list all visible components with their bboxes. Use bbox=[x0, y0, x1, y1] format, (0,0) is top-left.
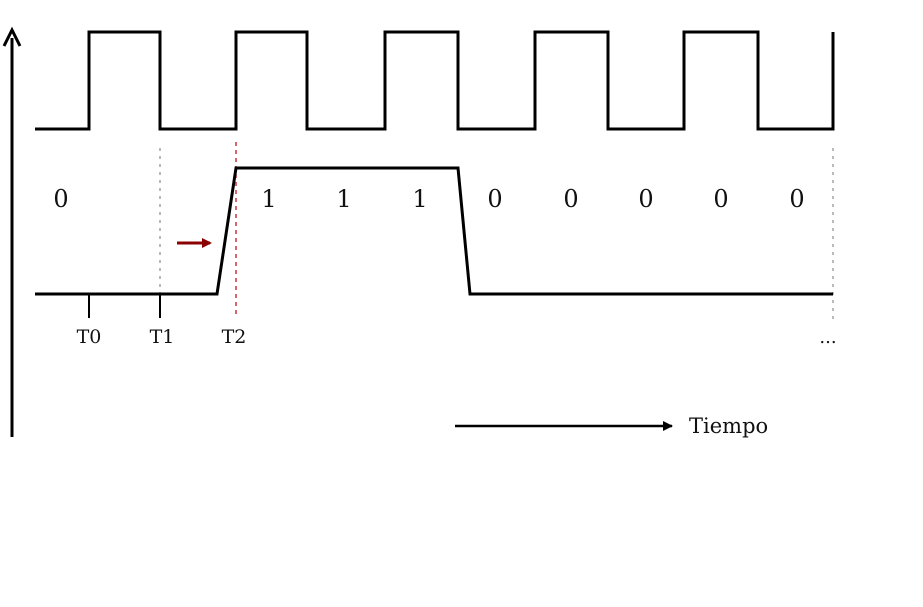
bit-label: 1 bbox=[412, 185, 427, 213]
bit-labels: 0 1 1 1 0 0 0 0 bbox=[53, 185, 728, 213]
continuation-ellipsis: ... bbox=[819, 327, 836, 348]
tick-label-t2: T2 bbox=[222, 326, 247, 348]
bit-label: 0 bbox=[487, 185, 502, 213]
bit-label: 0 bbox=[563, 185, 578, 213]
bit-label: 0 bbox=[713, 185, 728, 213]
tick-label-t0: T0 bbox=[77, 326, 102, 348]
bit-label: 1 bbox=[336, 185, 351, 213]
bit-label: 0 bbox=[638, 185, 653, 213]
bit-label: 1 bbox=[261, 185, 276, 213]
bit-label-trailing: 0 bbox=[789, 185, 804, 213]
bit-label: 0 bbox=[53, 185, 68, 213]
vertical-axis-arrowhead bbox=[2, 26, 22, 47]
time-axis-label: Tiempo bbox=[689, 414, 768, 438]
tick-label-t1: T1 bbox=[150, 326, 175, 348]
data-signal bbox=[35, 166, 833, 296]
clock-signal bbox=[35, 30, 835, 131]
